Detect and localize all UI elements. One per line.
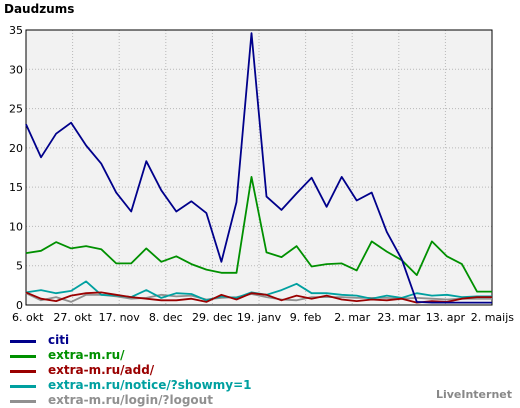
legend-label: extra-m.ru/add/ (48, 363, 155, 377)
x-tick-label: 23. mar (377, 311, 420, 324)
legend-label: extra-m.ru/notice/?showmy=1 (48, 378, 252, 392)
y-tick-label: 0 (16, 299, 23, 312)
y-tick-label: 15 (9, 181, 23, 194)
x-tick-label: 17. nov (99, 311, 141, 324)
y-tick-label: 25 (9, 103, 23, 116)
legend-swatch (10, 400, 36, 403)
plot-border (25, 29, 493, 306)
y-tick-label: 30 (9, 63, 23, 76)
line-chart: 0 5 10 15 20 25 30 35 6. okt 27. okt 17. nov 8. dec… (9, 24, 515, 324)
legend-swatch (10, 355, 36, 358)
x-tick-label: 9. feb (290, 311, 322, 324)
legend-swatch (10, 370, 36, 373)
legend-label: extra-m.ru/ (48, 348, 125, 362)
x-tick-label: 8. dec (149, 311, 183, 324)
x-tick-label: 2. mar (334, 311, 370, 324)
series-line-1 (25, 175, 492, 293)
x-tick-label: 13. apr (426, 311, 466, 324)
x-tick-label: 6. okt (12, 311, 44, 324)
legend-label: extra-m.ru/login/?logout (48, 393, 213, 407)
y-tick-label: 35 (9, 24, 23, 37)
liveinternet-watermark: LiveInternet (435, 388, 512, 401)
series-line-2 (25, 291, 492, 304)
x-tick-label: 2. maijs (471, 311, 515, 324)
legend-label: citi (48, 333, 70, 347)
y-tick-label: 20 (9, 142, 23, 155)
x-tick-label: 27. okt (53, 311, 92, 324)
legend-swatch (10, 385, 36, 388)
series-line-0 (25, 32, 492, 304)
y-tick-label: 5 (16, 260, 23, 273)
x-tick-label: 19. janv (237, 311, 282, 324)
legend-swatch (10, 340, 36, 343)
chart-title: Daudzums (4, 2, 75, 16)
y-tick-label: 10 (9, 220, 23, 233)
x-tick-label: 29. dec (192, 311, 233, 324)
